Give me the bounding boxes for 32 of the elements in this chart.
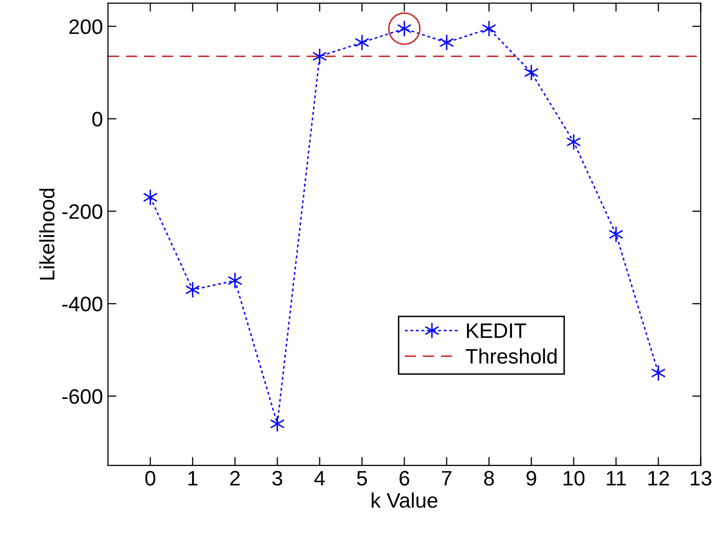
y-axis-title: Likelihood bbox=[39, 188, 55, 280]
x-tick-label: 9 bbox=[526, 470, 536, 486]
x-tick-label: 5 bbox=[357, 471, 367, 486]
x-tick-label: 2 bbox=[230, 470, 240, 486]
legend-label: Threshold bbox=[466, 348, 557, 364]
y-tick-label: -400 bbox=[62, 296, 102, 312]
x-tick-label: 12 bbox=[648, 470, 669, 486]
y-tick-label: 200 bbox=[69, 19, 102, 34]
x-tick-label: 11 bbox=[606, 471, 626, 486]
x-tick-label: 0 bbox=[145, 470, 156, 486]
x-tick-label: 7 bbox=[442, 471, 452, 486]
point bbox=[566, 134, 581, 150]
x-tick-label: 6 bbox=[400, 470, 410, 486]
x-tick-label: 1 bbox=[188, 471, 198, 486]
y-tick-label: 0 bbox=[92, 112, 102, 127]
point bbox=[142, 189, 158, 206]
y-tick-label: -600 bbox=[62, 389, 102, 404]
x-tick-label: 4 bbox=[314, 471, 325, 486]
point bbox=[439, 34, 454, 51]
point bbox=[270, 416, 285, 432]
x-tick-label: 13 bbox=[690, 470, 712, 486]
point bbox=[185, 281, 200, 298]
y-tick-label: -200 bbox=[62, 204, 102, 219]
point bbox=[312, 48, 327, 65]
x-tick-label: 10 bbox=[564, 470, 584, 486]
x-tick-label: 3 bbox=[272, 470, 282, 486]
x-axis-title: k Value bbox=[372, 492, 438, 508]
legend-label: KEDIT bbox=[466, 323, 526, 338]
point bbox=[388, 12, 421, 45]
point bbox=[524, 64, 539, 81]
x-tick-label: 8 bbox=[484, 470, 494, 486]
point bbox=[651, 364, 666, 382]
